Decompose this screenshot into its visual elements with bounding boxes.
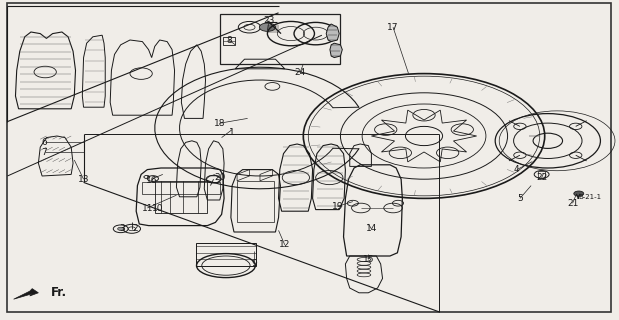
Text: Fr.: Fr. bbox=[51, 286, 67, 299]
Text: B-21-1: B-21-1 bbox=[578, 194, 602, 200]
Text: 19: 19 bbox=[332, 202, 343, 211]
Circle shape bbox=[118, 227, 124, 230]
Circle shape bbox=[574, 191, 584, 196]
Text: 13: 13 bbox=[78, 175, 89, 184]
Bar bbox=[223, 37, 235, 45]
Text: 11: 11 bbox=[142, 204, 153, 212]
Text: 16: 16 bbox=[146, 176, 157, 185]
Text: 4: 4 bbox=[514, 165, 520, 174]
Text: 15: 15 bbox=[363, 255, 374, 264]
Bar bbox=[220, 14, 340, 64]
Bar bbox=[142, 182, 220, 194]
Text: 6: 6 bbox=[41, 138, 48, 147]
Text: 9: 9 bbox=[251, 260, 257, 268]
Text: 12: 12 bbox=[279, 240, 290, 249]
Text: 14: 14 bbox=[366, 224, 377, 233]
Polygon shape bbox=[330, 43, 342, 58]
Text: 17: 17 bbox=[387, 23, 399, 32]
Text: 24: 24 bbox=[295, 68, 306, 76]
Bar bbox=[155, 181, 207, 213]
Text: 5: 5 bbox=[517, 194, 523, 203]
Polygon shape bbox=[14, 289, 38, 299]
Text: 1: 1 bbox=[229, 128, 235, 137]
Polygon shape bbox=[326, 24, 339, 42]
Text: 22: 22 bbox=[536, 173, 547, 182]
Text: 7: 7 bbox=[41, 148, 48, 156]
Text: 8: 8 bbox=[226, 36, 232, 44]
Text: 2: 2 bbox=[132, 224, 138, 233]
Circle shape bbox=[259, 23, 275, 31]
Text: 21: 21 bbox=[567, 199, 578, 208]
Text: 18: 18 bbox=[214, 119, 225, 128]
Bar bbox=[237, 181, 274, 222]
Text: 23: 23 bbox=[264, 16, 275, 25]
Text: 3: 3 bbox=[119, 224, 125, 233]
Text: 10: 10 bbox=[152, 204, 163, 212]
Text: 20: 20 bbox=[214, 173, 225, 182]
